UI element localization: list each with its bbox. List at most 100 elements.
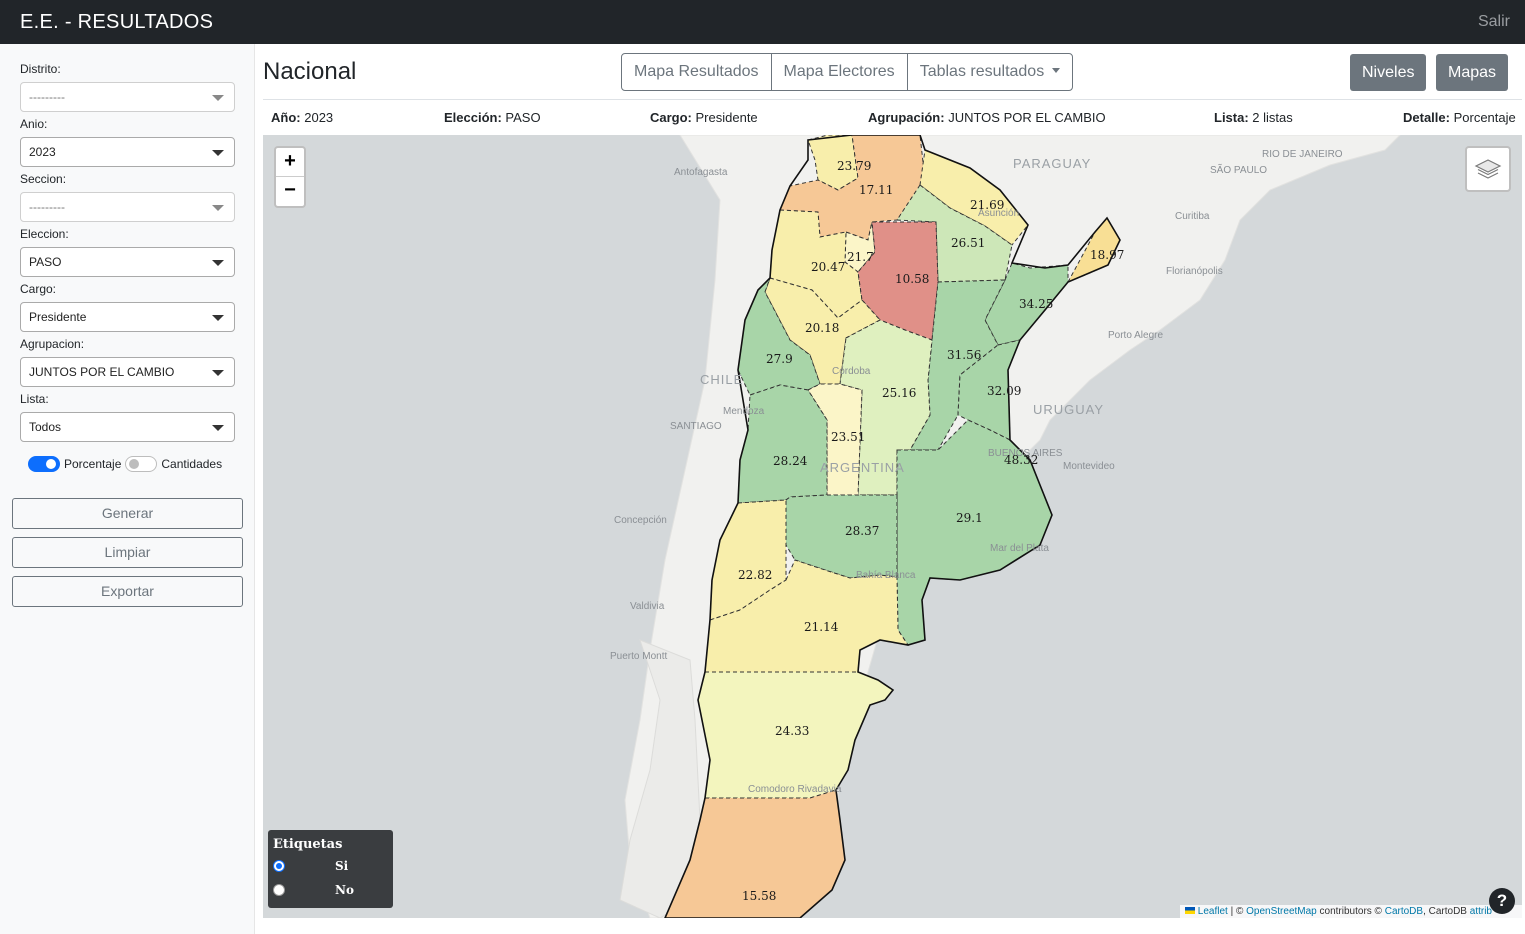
district-select[interactable]: --------- [20, 82, 235, 112]
year-label: Anio: [20, 117, 48, 131]
province-chaco[interactable] [896, 184, 1013, 283]
help-button[interactable]: ? [1489, 888, 1515, 914]
summary-party-label: Agrupación: [868, 110, 945, 125]
province-buenos-aires[interactable] [896, 419, 1053, 646]
leaflet-link[interactable]: Leaflet [1197, 906, 1228, 917]
summary-office-value: Presidente [695, 110, 758, 125]
party-value: JUNTOS POR EL CAMBIO [29, 365, 175, 379]
labels-option-no-text: No [335, 883, 354, 897]
summary-party-value: JUNTOS POR EL CAMBIO [948, 110, 1106, 125]
radio-yes[interactable] [273, 860, 285, 872]
zoom-out-button[interactable]: − [284, 179, 296, 201]
levels-button[interactable]: Niveles [1350, 54, 1427, 91]
radio-no[interactable] [273, 884, 285, 896]
counts-toggle-label: Cantidades [161, 457, 223, 471]
year-select[interactable]: 2023 [20, 137, 235, 167]
voters-map-button[interactable]: Mapa Electores [772, 54, 908, 90]
labels-option-yes[interactable]: Si [273, 859, 383, 873]
results-tables-dropdown[interactable]: Tablas resultados [908, 54, 1073, 90]
office-select[interactable]: Presidente [20, 302, 235, 332]
results-map-button[interactable]: Mapa Resultados [622, 54, 772, 90]
summary-office: Cargo: Presidente [650, 110, 758, 125]
filter-sidebar: Distrito: --------- Anio: 2023 Seccion: … [0, 44, 255, 934]
top-navbar: E.E. - RESULTADOS Salir [0, 0, 1525, 44]
app-title: E.E. - RESULTADOS [20, 10, 214, 33]
section-value: --------- [29, 200, 65, 214]
maps-button[interactable]: Mapas [1436, 54, 1509, 91]
office-field: Cargo: Presidente [20, 282, 235, 332]
office-value: Presidente [29, 310, 87, 324]
district-label: Distrito: [20, 62, 61, 76]
chevron-down-icon [212, 370, 224, 376]
chevron-down-icon [212, 95, 224, 101]
summary-list: Lista: 2 listas [1214, 110, 1293, 125]
list-label: Lista: [20, 392, 49, 406]
ukraine-flag-icon [1184, 907, 1195, 914]
year-field: Anio: 2023 [20, 117, 235, 167]
labels-option-no[interactable]: No [273, 883, 383, 897]
labels-option-yes-text: Si [335, 859, 349, 873]
chevron-down-icon [212, 315, 224, 321]
map-canvas[interactable] [263, 135, 1522, 918]
zoom-in-button[interactable]: + [276, 148, 304, 177]
chevron-down-icon [212, 150, 224, 156]
summary-list-value: 2 listas [1252, 110, 1293, 125]
summary-year: Año: 2023 [271, 110, 333, 125]
party-field: Agrupacion: JUNTOS POR EL CAMBIO [20, 337, 235, 387]
display-mode-toggles: Porcentaje Cantidades [28, 456, 222, 472]
district-value: --------- [29, 90, 65, 104]
zoom-control: + − [274, 146, 306, 208]
layers-icon [1474, 159, 1502, 179]
selection-summary-bar: Año: 2023 Elección: PASO Cargo: Presiden… [263, 99, 1522, 135]
counts-toggle[interactable] [125, 456, 158, 472]
section-select[interactable]: --------- [20, 192, 235, 222]
caret-down-icon [1052, 68, 1061, 73]
view-button-group: Mapa Resultados Mapa Electores Tablas re… [621, 53, 1074, 91]
generate-button[interactable]: Generar [12, 498, 243, 529]
toggle-knob [46, 459, 56, 469]
logout-link[interactable]: Salir [1477, 13, 1510, 30]
argentina-provinces [664, 135, 1121, 918]
province-la-pampa[interactable] [785, 494, 898, 579]
list-value: Todos [29, 420, 62, 434]
percentage-toggle-label: Porcentaje [64, 457, 122, 471]
summary-detail: Detalle: Porcentaje [1403, 110, 1516, 125]
summary-year-label: Año: [271, 110, 301, 125]
summary-election: Elección: PASO [444, 110, 541, 125]
office-label: Cargo: [20, 282, 57, 296]
summary-party: Agrupación: JUNTOS POR EL CAMBIO [868, 110, 1106, 125]
summary-election-label: Elección: [444, 110, 502, 125]
section-field: Seccion: --------- [20, 172, 235, 222]
toggle-knob [129, 459, 140, 469]
cartodb-link[interactable]: CartoDB [1384, 906, 1424, 917]
election-select[interactable]: PASO [20, 247, 235, 277]
year-value: 2023 [29, 145, 56, 159]
export-button[interactable]: Exportar [12, 576, 243, 607]
province-chubut[interactable] [697, 671, 894, 799]
section-label: Seccion: [20, 172, 67, 186]
clear-button[interactable]: Limpiar [12, 537, 243, 568]
results-tables-label: Tablas resultados [919, 63, 1045, 80]
osm-link[interactable]: OpenStreetMap [1246, 906, 1317, 917]
province-mendoza[interactable] [737, 384, 828, 504]
attribution-link[interactable]: attrib [1469, 906, 1492, 917]
district-field: Distrito: --------- [20, 62, 235, 112]
summary-year-value: 2023 [304, 110, 334, 125]
attribution-contributors: contributors © [1319, 906, 1382, 917]
page-title: Nacional [263, 58, 357, 85]
province-cordoba[interactable] [839, 319, 933, 496]
province-santa-cruz[interactable] [664, 789, 846, 918]
argentina-border [664, 135, 1121, 918]
layers-control-button[interactable] [1465, 146, 1511, 192]
labels-legend-title: Etiquetas [273, 837, 343, 852]
chevron-down-icon [212, 425, 224, 431]
election-value: PASO [29, 255, 62, 269]
labels-legend-panel: Etiquetas Si No [268, 830, 393, 908]
summary-office-label: Cargo: [650, 110, 692, 125]
list-select[interactable]: Todos [20, 412, 235, 442]
chevron-down-icon [212, 260, 224, 266]
party-select[interactable]: JUNTOS POR EL CAMBIO [20, 357, 235, 387]
summary-list-label: Lista: [1214, 110, 1249, 125]
results-map[interactable]: PARAGUAY CHILE URUGUAY ARGENTINA Antofag… [263, 135, 1522, 918]
percentage-toggle[interactable] [28, 456, 60, 472]
